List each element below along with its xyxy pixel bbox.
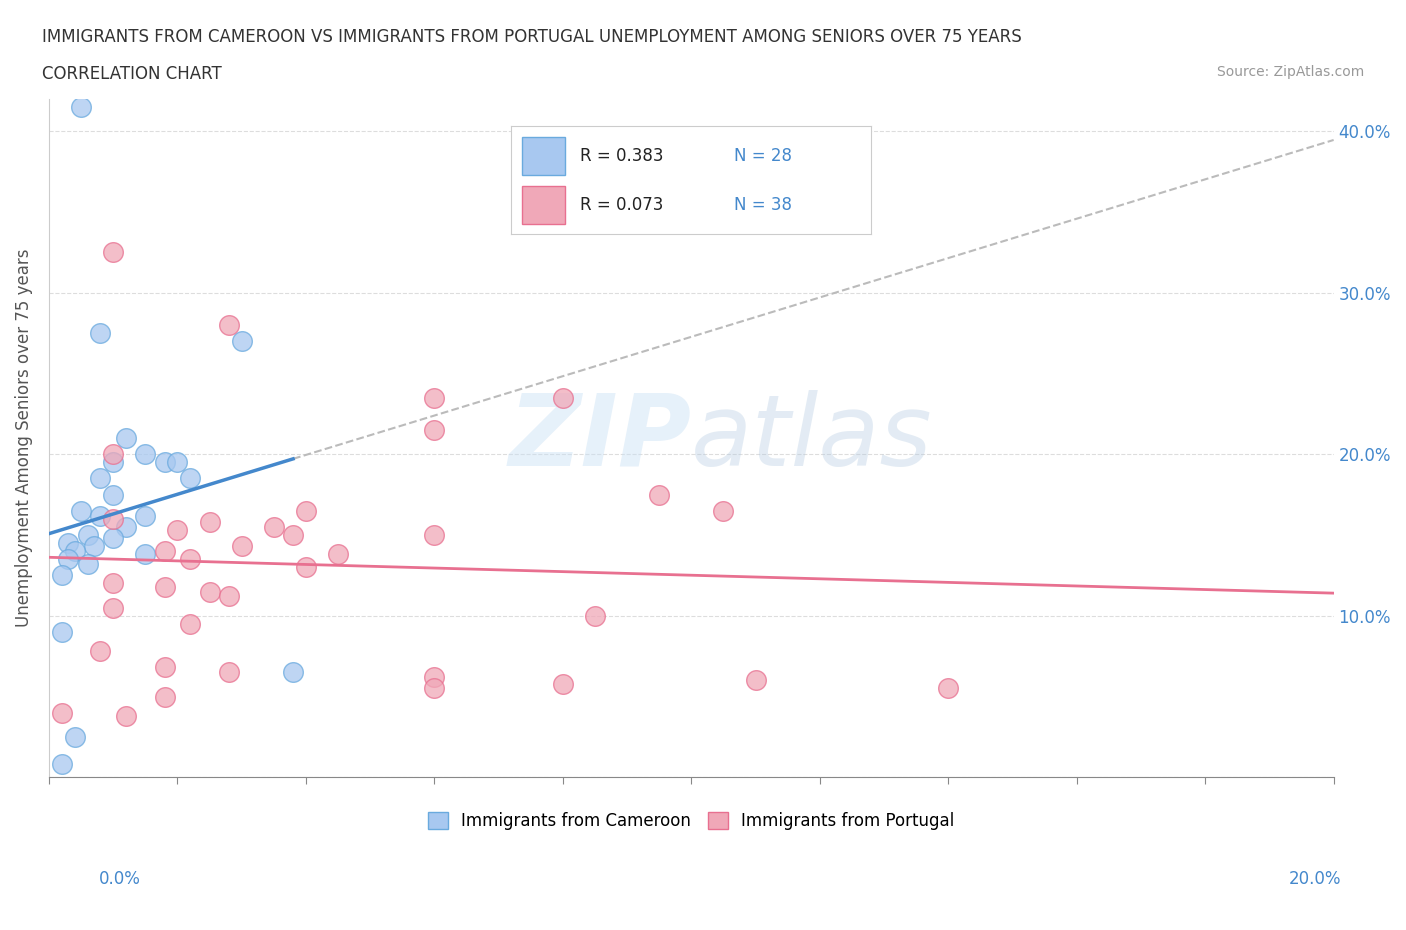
Legend: Immigrants from Cameroon, Immigrants from Portugal: Immigrants from Cameroon, Immigrants fro… <box>422 805 962 837</box>
Point <box>153 660 176 675</box>
Text: 0.0%: 0.0% <box>98 870 141 887</box>
Point <box>103 600 125 615</box>
Point <box>218 665 240 680</box>
Point <box>166 455 188 470</box>
Point <box>583 608 606 623</box>
Point <box>423 391 446 405</box>
Point <box>326 547 349 562</box>
Text: Source: ZipAtlas.com: Source: ZipAtlas.com <box>1216 65 1364 79</box>
Point <box>295 560 318 575</box>
Point <box>263 520 285 535</box>
Point <box>70 503 93 518</box>
Point <box>103 487 125 502</box>
Point <box>103 455 125 470</box>
Point <box>103 512 125 526</box>
Point <box>103 446 125 461</box>
Point <box>51 568 73 583</box>
Point <box>936 681 959 696</box>
Point <box>423 527 446 542</box>
Point <box>51 705 73 720</box>
Point <box>551 676 574 691</box>
Text: atlas: atlas <box>692 390 934 486</box>
Point <box>76 527 98 542</box>
Text: ZIP: ZIP <box>509 390 692 486</box>
Text: 20.0%: 20.0% <box>1288 870 1341 887</box>
Point <box>153 579 176 594</box>
Point <box>51 624 73 639</box>
Point <box>103 576 125 591</box>
Point <box>89 508 111 523</box>
Point <box>744 673 766 688</box>
Point <box>70 100 93 114</box>
Point <box>153 544 176 559</box>
Point <box>198 514 221 529</box>
Point <box>295 503 318 518</box>
Point <box>134 508 156 523</box>
Point <box>179 551 201 566</box>
Point <box>179 471 201 485</box>
Point <box>551 391 574 405</box>
Point <box>115 520 138 535</box>
Point <box>648 487 671 502</box>
Point <box>231 334 253 349</box>
Text: CORRELATION CHART: CORRELATION CHART <box>42 65 222 83</box>
Point <box>76 556 98 571</box>
Point <box>423 422 446 437</box>
Point <box>134 446 156 461</box>
Point <box>166 523 188 538</box>
Point <box>103 245 125 259</box>
Point <box>115 709 138 724</box>
Point <box>58 551 80 566</box>
Point <box>63 544 86 559</box>
Point <box>115 431 138 445</box>
Point <box>281 665 304 680</box>
Point <box>281 527 304 542</box>
Point <box>51 757 73 772</box>
Point <box>423 670 446 684</box>
Point <box>134 547 156 562</box>
Point <box>89 326 111 340</box>
Point <box>153 689 176 704</box>
Point <box>89 471 111 485</box>
Point <box>103 531 125 546</box>
Point <box>179 617 201 631</box>
Point <box>83 538 105 553</box>
Point <box>198 584 221 599</box>
Point <box>231 538 253 553</box>
Point <box>153 455 176 470</box>
Point <box>218 589 240 604</box>
Point <box>63 729 86 744</box>
Point <box>218 317 240 332</box>
Point <box>58 536 80 551</box>
Text: IMMIGRANTS FROM CAMEROON VS IMMIGRANTS FROM PORTUGAL UNEMPLOYMENT AMONG SENIORS : IMMIGRANTS FROM CAMEROON VS IMMIGRANTS F… <box>42 28 1022 46</box>
Y-axis label: Unemployment Among Seniors over 75 years: Unemployment Among Seniors over 75 years <box>15 248 32 627</box>
Point <box>89 644 111 658</box>
Point <box>713 503 735 518</box>
Point <box>423 681 446 696</box>
